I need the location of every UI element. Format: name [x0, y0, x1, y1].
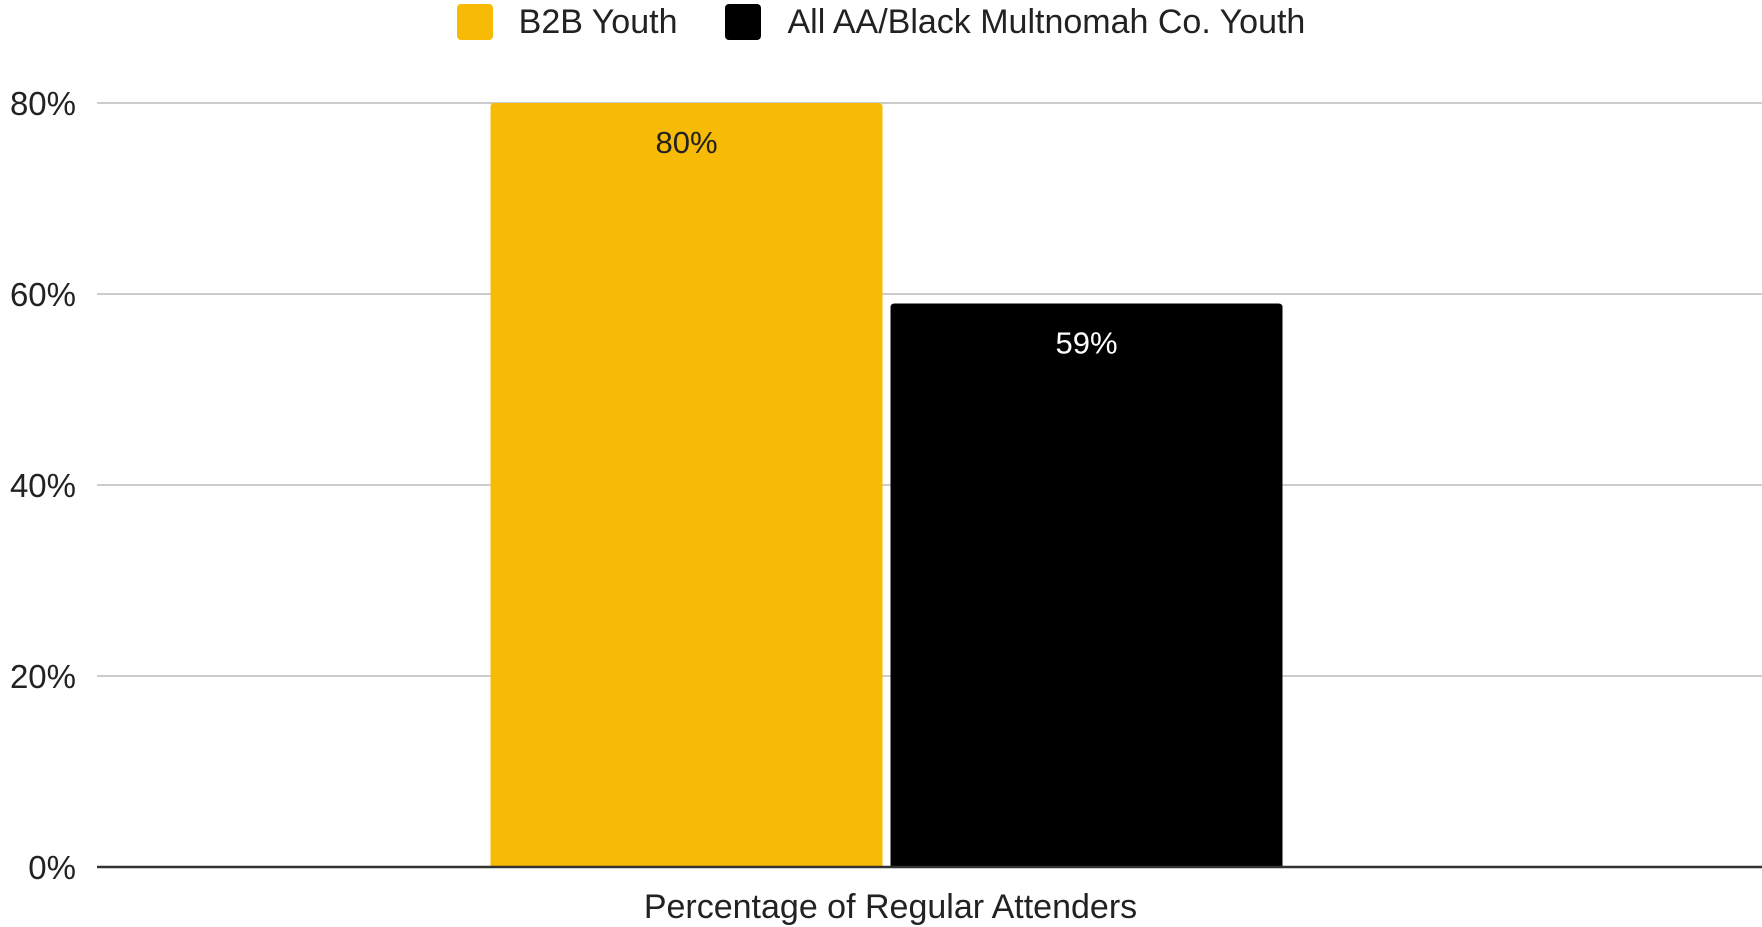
y-tick-label-40: 40%	[10, 467, 76, 504]
legend-item-all-aa-black-youth: All AA/Black Multnomah Co. Youth	[725, 3, 1305, 42]
legend: B2B Youth All AA/Black Multnomah Co. You…	[0, 0, 1762, 44]
bar-all-aa-black-multnomah-co-youth	[890, 303, 1283, 867]
x-category-label: Percentage of Regular Attenders	[644, 888, 1137, 926]
bar-b2b-youth	[490, 103, 883, 867]
data-label-b2b-youth: 80%	[655, 125, 717, 160]
legend-item-b2b-youth: B2B Youth	[456, 2, 678, 42]
legend-label-all-aa-black-youth: All AA/Black Multnomah Co. Youth	[787, 2, 1306, 41]
y-tick-label-0: 0%	[28, 849, 76, 886]
data-label-all-aa-black-multnomah-co-youth: 59%	[1055, 326, 1117, 361]
y-tick-label-60: 60%	[10, 276, 76, 313]
y-tick-label-80: 80%	[10, 85, 76, 122]
legend-swatch-b2b-youth	[456, 4, 493, 40]
y-tick-label-20: 20%	[10, 658, 76, 695]
legend-swatch-all-aa-black-youth	[725, 4, 762, 40]
legend-label-b2b-youth: B2B Youth	[518, 2, 678, 41]
